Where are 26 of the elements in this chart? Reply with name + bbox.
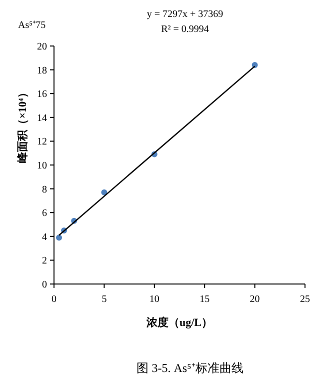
x-tick-label: 25 [300, 294, 310, 305]
y-tick-label: 6 [42, 208, 47, 220]
y-axis-title: 峰面积（×10⁴） [16, 87, 29, 163]
x-tick-label: 5 [102, 294, 107, 305]
x-tick-label: 0 [52, 294, 56, 305]
annotation: y = 7297x + 37369 [146, 9, 224, 20]
annotation: R² = 0.9994 [161, 24, 209, 35]
point [56, 234, 62, 241]
y-tick-label: 10 [37, 160, 47, 172]
point [101, 189, 108, 196]
x-tick-label: 15 [200, 294, 210, 305]
y-tick-label: 8 [42, 184, 47, 196]
x-tick-label: 10 [149, 294, 160, 305]
y-tick-label: 18 [37, 65, 47, 76]
y-tick-label: 14 [37, 112, 47, 124]
y-tick-label: 20 [37, 42, 47, 52]
y-tick-label: 0 [42, 280, 47, 290]
annotation: 图 3-5. As⁵⁺标准曲线 [136, 361, 244, 375]
y-tick-label: 16 [37, 89, 47, 100]
plot: 0 5 10 15 20 25 0 2 4 6 8 10 12 14 16 18 20 [37, 42, 310, 305]
x-tick-label: 20 [250, 294, 260, 305]
annotation: As⁵⁺75 [18, 20, 46, 31]
y-tick-label: 12 [37, 136, 47, 148]
y-tick-label: 2 [42, 256, 47, 267]
y-tick-label: 4 [42, 232, 47, 243]
x-axis-title: 浓度（ug/L） [145, 316, 213, 329]
